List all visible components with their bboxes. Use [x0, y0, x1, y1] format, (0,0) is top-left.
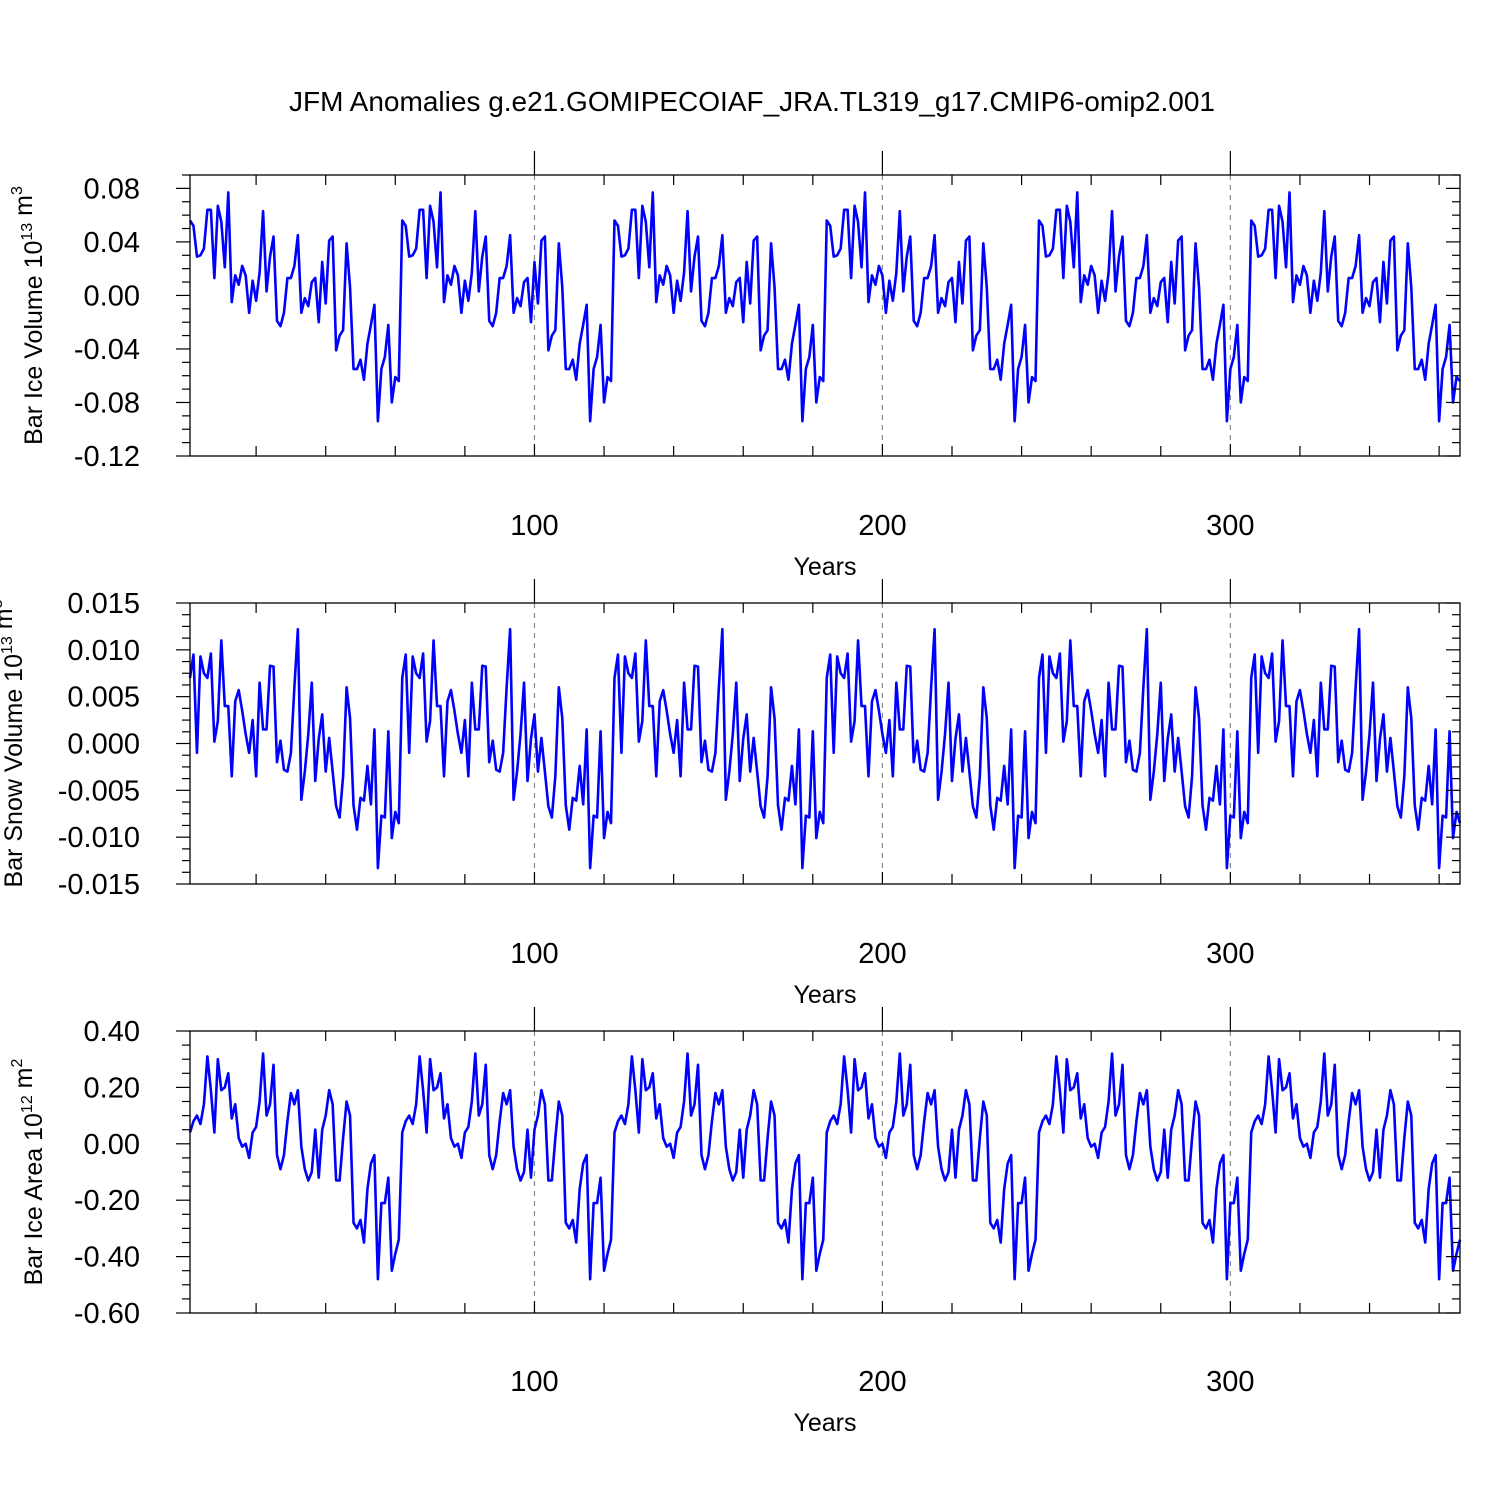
snow-volume-ytick-label: 0.005 — [67, 682, 140, 714]
ice-volume-x-axis-label: Years — [793, 553, 856, 581]
ice-area-xtick-label-100: 100 — [510, 1366, 558, 1398]
ice-volume-plot-frame — [189, 174, 1461, 457]
ice-volume-ytick-label: -0.08 — [74, 387, 140, 419]
ice-area-ytick-label: -0.60 — [74, 1298, 140, 1330]
panel-ice-volume: 100 200 300 Years -0.12 -0.08 -0.04 0.00 0.04 0.0… — [9, 151, 1461, 581]
snow-volume-series-line — [188, 627, 1462, 870]
snow-volume-ytick-label: 0.010 — [67, 635, 140, 667]
ice-area-ytick-label: -0.20 — [74, 1185, 140, 1217]
ice-area-ytick-label: -0.40 — [74, 1242, 140, 1274]
panel-ice-area: 100 200 300 Years -0.60 -0.40 -0.20 0.00 0.20 0.4… — [9, 1007, 1462, 1437]
snow-volume-ytick-label: 0.015 — [67, 588, 140, 620]
snow-volume-xtick-label-300: 300 — [1206, 938, 1254, 970]
ice-volume-xtick-label-100: 100 — [510, 510, 558, 542]
ice-volume-xtick-label-300: 300 — [1206, 510, 1254, 542]
ice-volume-series-line — [188, 191, 1461, 423]
snow-volume-ytick-label: -0.005 — [58, 775, 140, 807]
ice-volume-ytick-label: 0.08 — [84, 173, 140, 205]
ice-volume-y-axis-label: Bar Ice Volume 1013 m3 — [9, 186, 48, 445]
ice-volume-ytick-label: 0.00 — [84, 280, 140, 312]
snow-volume-xtick-label-100: 100 — [510, 938, 558, 970]
snow-volume-y-axis-label: Bar Snow Volume 1013 m3 — [0, 599, 28, 887]
snow-volume-ytick-label: 0.000 — [67, 729, 140, 761]
ice-volume-xtick-label-200: 200 — [858, 510, 906, 542]
ice-area-series-line — [188, 1052, 1462, 1281]
ice-volume-ytick-label: 0.04 — [84, 227, 140, 259]
ice-area-xtick-label-200: 200 — [858, 1366, 906, 1398]
ice-area-ytick-label: 0.40 — [84, 1016, 140, 1048]
panel-snow-volume: 100 200 300 Years -0.015 -0.010 -0.005 0.000 0.0… — [0, 579, 1462, 1009]
ice-area-x-axis-label: Years — [793, 1409, 856, 1437]
figure-title: JFM Anomalies g.e21.GOMIPECOIAF_JRA.TL31… — [289, 86, 1215, 117]
snow-volume-xtick-label-200: 200 — [858, 938, 906, 970]
snow-volume-x-axis-label: Years — [793, 981, 856, 1009]
ice-area-ytick-label: 0.20 — [84, 1072, 140, 1104]
ice-volume-ytick-label: -0.12 — [74, 441, 140, 473]
ice-area-xtick-label-300: 300 — [1206, 1366, 1254, 1398]
ice-area-ytick-label: 0.00 — [84, 1129, 140, 1161]
ice-volume-ytick-label: -0.04 — [74, 334, 140, 366]
snow-volume-ytick-label: -0.010 — [58, 822, 140, 854]
snow-volume-ytick-label: -0.015 — [58, 869, 140, 901]
ice-area-y-axis-label: Bar Ice Area 1012 m2 — [9, 1059, 48, 1286]
